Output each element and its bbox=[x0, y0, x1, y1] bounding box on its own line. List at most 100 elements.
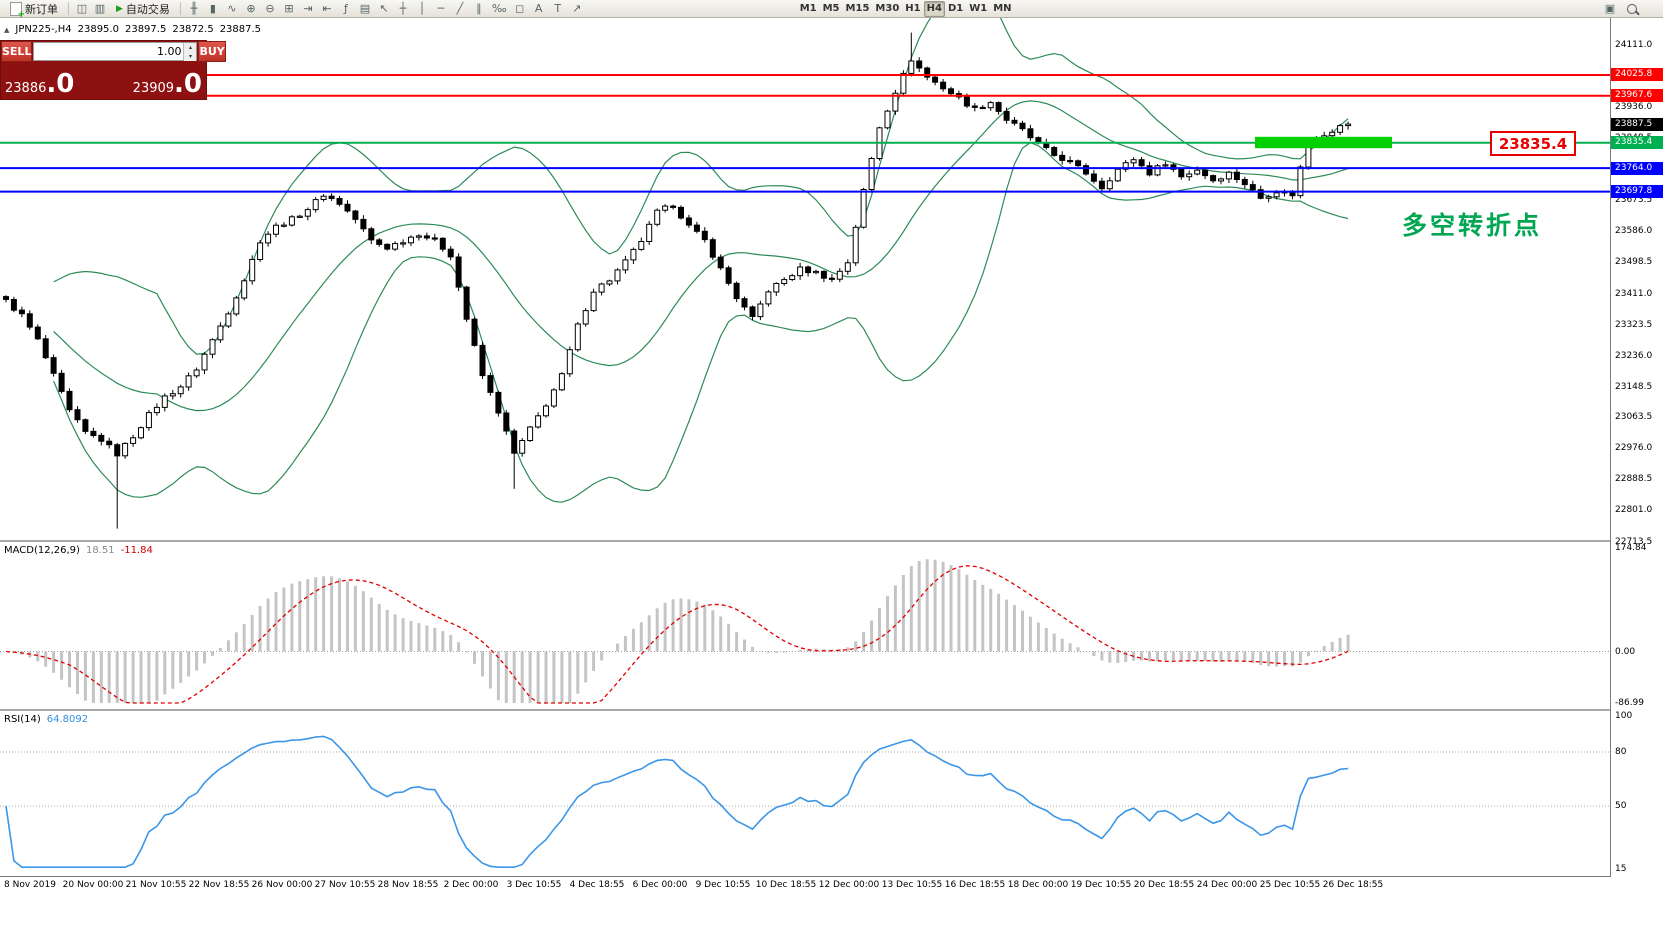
shapes-icon[interactable]: ◻ bbox=[515, 2, 525, 15]
volume-field: ▴ ▾ bbox=[33, 42, 198, 61]
timeframe-w1-button[interactable]: W1 bbox=[969, 3, 988, 14]
profiles-icon[interactable]: ▥ bbox=[94, 2, 106, 15]
price-line-badge: 23764.0 bbox=[1611, 161, 1663, 175]
timeframe-d1-button[interactable]: D1 bbox=[947, 3, 964, 14]
macd-chart[interactable] bbox=[0, 542, 1610, 709]
time-axis-label: 27 Nov 10:55 bbox=[314, 880, 376, 890]
time-axis-label: 20 Dec 18:55 bbox=[1133, 880, 1195, 890]
zoom-in-icon[interactable]: ⊕ bbox=[246, 2, 256, 15]
rsi-axis-label: 15 bbox=[1615, 864, 1627, 874]
charts-window-icon[interactable]: ◫ bbox=[76, 2, 88, 15]
templates-icon[interactable]: ▤ bbox=[359, 2, 371, 15]
price-line-badge: 23967.6 bbox=[1611, 89, 1663, 103]
timeframe-mn-button[interactable]: MN bbox=[993, 3, 1012, 14]
price-axis-label: 23148.5 bbox=[1615, 381, 1653, 392]
new-order-label: 新订单 bbox=[25, 2, 58, 16]
arrows-icon[interactable]: ↗ bbox=[572, 2, 582, 15]
macd-value-main: 18.51 bbox=[85, 545, 115, 556]
macd-panel[interactable]: MACD(12,26,9) 18.51 -11.84 bbox=[0, 542, 1610, 709]
time-axis-label: 10 Dec 18:55 bbox=[755, 880, 817, 890]
search-icon[interactable] bbox=[1623, 1, 1641, 17]
price-callout-label[interactable]: 23835.4 bbox=[1490, 131, 1576, 156]
zoom-out-icon[interactable]: ⊖ bbox=[265, 2, 275, 15]
ohlc-open: 23895.0 bbox=[77, 24, 119, 35]
time-axis-label: 21 Nov 10:55 bbox=[125, 880, 187, 890]
panel-separator[interactable] bbox=[0, 709, 1610, 711]
volume-decrease-button[interactable]: ▾ bbox=[184, 52, 197, 61]
sell-button[interactable]: SELL bbox=[1, 41, 33, 62]
time-axis-label: 26 Nov 00:00 bbox=[251, 880, 313, 890]
price-line-badge: 23697.8 bbox=[1611, 185, 1663, 199]
price-axis-label: 22976.0 bbox=[1615, 443, 1653, 454]
time-axis-label: 6 Dec 00:00 bbox=[632, 880, 688, 890]
rsi-axis-label: 50 bbox=[1615, 801, 1627, 811]
macd-axis-label: 174.84 bbox=[1615, 543, 1647, 553]
price-axis-label: 23498.5 bbox=[1615, 257, 1653, 268]
macd-axis-label: -86.99 bbox=[1615, 698, 1645, 708]
tile-windows-icon[interactable]: ⊞ bbox=[284, 2, 294, 15]
timeframe-m30-button[interactable]: M30 bbox=[875, 3, 900, 14]
candlestick-chart-icon[interactable]: ▮ bbox=[209, 2, 216, 15]
rsi-chart[interactable] bbox=[0, 711, 1610, 876]
auto-trading-label: 自动交易 bbox=[125, 2, 170, 16]
timeframe-m1-button[interactable]: M1 bbox=[799, 3, 817, 14]
buy-button[interactable]: BUY bbox=[198, 41, 226, 62]
price-axis: 24111.024023.523936.023848.523761.023673… bbox=[1610, 18, 1663, 877]
price-line-badge: 23835.4 bbox=[1611, 136, 1663, 150]
auto-scroll-icon[interactable]: ⇥ bbox=[303, 2, 313, 15]
crosshair-icon[interactable]: ┼ bbox=[399, 2, 407, 15]
price-axis-label: 23673.5 bbox=[1615, 195, 1653, 206]
cursor-icon[interactable]: ↖ bbox=[379, 2, 389, 15]
buy-price-main: 23909 bbox=[132, 81, 175, 96]
rsi-name: RSI(14) bbox=[4, 714, 41, 725]
volume-increase-button[interactable]: ▴ bbox=[184, 43, 197, 52]
price-axis-label: 23063.5 bbox=[1615, 412, 1653, 423]
new-order-button[interactable]: 新订单 bbox=[4, 1, 64, 20]
buy-price-big: .0 bbox=[174, 69, 202, 99]
price-axis-label: 23411.0 bbox=[1615, 288, 1653, 299]
chart-shift-icon[interactable]: ⇤ bbox=[322, 2, 332, 15]
main-toolbar: 新订单 ◫ ▥ ▶ 自动交易 ╫ ▮ ∿ ⊕ ⊖ ⊞ ⇥ ⇤ ƒ ▤ ↖ ┼ │ ─ ╱ ∥ ‰ ◻ AT ↗ M1 M5… bbox=[0, 0, 1663, 20]
macd-name: MACD(12,26,9) bbox=[4, 545, 80, 556]
vertical-line-icon[interactable]: │ bbox=[418, 2, 426, 15]
time-axis-label: 18 Dec 00:00 bbox=[1007, 880, 1069, 890]
volume-input[interactable] bbox=[34, 44, 184, 59]
timeframe-h1-button[interactable]: H1 bbox=[905, 3, 921, 14]
macd-value-signal: -11.84 bbox=[120, 545, 153, 556]
price-axis-label: 22888.5 bbox=[1615, 474, 1653, 485]
timeframe-h4-button[interactable]: H4 bbox=[923, 0, 945, 17]
search-icon bbox=[1627, 3, 1637, 14]
auto-trading-button[interactable]: ▶ 自动交易 bbox=[110, 1, 176, 17]
play-icon: ▶ bbox=[116, 3, 123, 14]
price-axis-label: 23236.0 bbox=[1615, 350, 1653, 361]
label-icon[interactable]: T bbox=[554, 2, 562, 15]
price-axis-label: 22713.5 bbox=[1615, 536, 1653, 547]
time-axis-label: 26 Dec 18:55 bbox=[1322, 880, 1384, 890]
one-click-collapse-icon[interactable]: ▲ bbox=[4, 25, 10, 34]
channel-icon[interactable]: ∥ bbox=[476, 2, 482, 15]
timeframe-m5-button[interactable]: M5 bbox=[822, 3, 840, 14]
horizontal-line-icon[interactable]: ─ bbox=[437, 2, 445, 15]
time-axis-label: 25 Dec 10:55 bbox=[1259, 880, 1321, 890]
macd-axis-label: 0.00 bbox=[1615, 646, 1636, 657]
time-axis-label: 9 Dec 10:55 bbox=[695, 880, 751, 890]
line-chart-icon[interactable]: ∿ bbox=[227, 2, 237, 15]
timeframe-group: M1 M5 M15 M30 H1 H4 D1 W1 MN bbox=[797, 0, 1015, 17]
candlestick-chart[interactable] bbox=[0, 18, 1610, 540]
time-axis-label: 16 Dec 18:55 bbox=[944, 880, 1006, 890]
time-axis-label: 4 Dec 18:55 bbox=[569, 880, 625, 890]
time-axis-label: 13 Dec 10:55 bbox=[881, 880, 943, 890]
time-axis-label: 24 Dec 00:00 bbox=[1196, 880, 1258, 890]
trendline-icon[interactable]: ╱ bbox=[456, 2, 464, 15]
chart-annotation-text[interactable]: 多空转折点 bbox=[1402, 211, 1543, 240]
panel-separator[interactable] bbox=[0, 540, 1610, 542]
chart-panel[interactable]: ▲ JPN225-,H4 23895.0 23897.5 23872.5 238… bbox=[0, 18, 1610, 540]
text-icon[interactable]: A bbox=[534, 2, 543, 15]
ohlc-high: 23897.5 bbox=[124, 24, 167, 35]
terminal-icon[interactable]: ▣ bbox=[1604, 2, 1616, 15]
timeframe-m15-button[interactable]: M15 bbox=[845, 3, 870, 14]
rsi-panel[interactable]: RSI(14) 64.8092 bbox=[0, 711, 1610, 876]
fibonacci-icon[interactable]: ‰ bbox=[491, 2, 507, 15]
bar-chart-icon[interactable]: ╫ bbox=[190, 2, 198, 15]
indicators-icon[interactable]: ƒ bbox=[343, 2, 348, 15]
